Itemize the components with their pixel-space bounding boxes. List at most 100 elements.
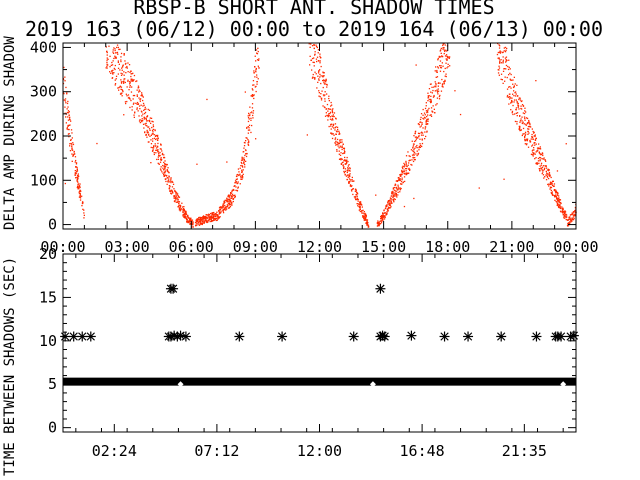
delta-amp-point <box>338 130 340 132</box>
delta-amp-point <box>524 119 526 121</box>
delta-amp-point <box>430 83 432 85</box>
delta-amp-point <box>510 73 512 76</box>
delta-amp-point <box>438 55 440 58</box>
delta-amp-point <box>362 216 364 218</box>
delta-amp-point <box>127 62 129 64</box>
delta-amp-point <box>555 192 557 194</box>
delta-amp-point <box>331 132 333 134</box>
delta-amp-point <box>383 212 385 214</box>
delta-amp-point <box>350 185 352 188</box>
delta-amp-point <box>329 116 332 118</box>
delta-amp-point <box>432 89 434 92</box>
delta-amp-point <box>243 160 245 162</box>
delta-amp-point <box>550 182 553 184</box>
delta-amp-point <box>426 118 428 121</box>
delta-amp-point <box>170 190 172 192</box>
delta-amp-point <box>252 114 254 117</box>
delta-amp-point <box>362 216 365 218</box>
delta-amp-point <box>391 196 394 198</box>
delta-amp-point <box>247 144 250 146</box>
delta-amp-point <box>150 143 153 145</box>
delta-amp-point <box>515 112 517 114</box>
delta-amp-point <box>323 83 326 85</box>
x-tick-label: 15:00 <box>361 238 406 256</box>
delta-amp-point <box>226 205 229 208</box>
delta-amp-point <box>418 132 420 135</box>
delta-amp-point <box>186 219 188 221</box>
delta-amp-point <box>156 135 158 137</box>
delta-amp-point <box>226 204 228 206</box>
delta-amp-point <box>390 200 392 202</box>
delta-amp-point <box>96 142 98 145</box>
delta-amp-point <box>328 95 330 97</box>
delta-amp-point <box>219 216 221 218</box>
delta-amp-point <box>78 188 80 190</box>
delta-amp-point <box>426 110 428 112</box>
delta-amp-point <box>325 81 327 83</box>
delta-amp-point <box>521 108 523 110</box>
delta-amp-point <box>548 183 550 185</box>
delta-amp-point <box>414 130 417 132</box>
delta-amp-point <box>558 197 560 199</box>
delta-amp-point <box>425 120 428 122</box>
delta-amp-point <box>412 147 414 149</box>
delta-amp-point <box>359 201 361 203</box>
delta-amp-point <box>114 83 117 85</box>
delta-amp-point <box>117 46 119 49</box>
delta-amp-point <box>417 153 419 156</box>
delta-amp-point <box>539 146 541 148</box>
delta-amp-point <box>150 134 152 136</box>
delta-amp-point <box>139 119 141 121</box>
delta-amp-point <box>512 83 514 85</box>
delta-amp-point <box>536 150 538 152</box>
delta-amp-point <box>441 84 444 86</box>
delta-amp-point <box>164 164 166 166</box>
delta-amp-point <box>497 69 499 71</box>
delta-amp-point <box>231 196 234 198</box>
delta-amp-point <box>403 176 406 178</box>
delta-amp-point <box>141 93 143 96</box>
delta-amp-point <box>516 100 518 103</box>
delta-amp-point <box>387 201 389 203</box>
delta-amp-point <box>531 150 533 152</box>
delta-amp-point <box>333 134 335 136</box>
delta-amp-point <box>209 215 211 217</box>
delta-amp-point <box>142 113 144 115</box>
delta-amp-point <box>545 165 547 167</box>
delta-amp-point <box>243 162 245 164</box>
delta-amp-point <box>226 208 228 210</box>
delta-amp-point <box>338 143 340 145</box>
delta-amp-point <box>529 123 531 126</box>
delta-amp-point <box>74 170 76 172</box>
delta-amp-point <box>144 123 146 125</box>
delta-amp-point <box>324 100 326 102</box>
delta-amp-point <box>139 121 141 124</box>
delta-amp-point <box>251 88 253 90</box>
delta-amp-point <box>518 108 520 110</box>
delta-amp-point <box>242 173 244 175</box>
delta-amp-point <box>164 170 166 172</box>
delta-amp-point <box>335 130 338 132</box>
shadow-interval-point <box>463 331 474 342</box>
delta-amp-point <box>326 83 328 86</box>
delta-amp-point <box>343 160 345 162</box>
delta-amp-point <box>312 61 314 63</box>
delta-amp-point <box>399 187 401 189</box>
delta-amp-point <box>542 154 544 157</box>
delta-amp-point <box>552 180 554 182</box>
delta-amp-point <box>440 90 443 92</box>
delta-amp-point <box>419 146 421 148</box>
delta-amp-point <box>66 108 68 110</box>
delta-amp-point <box>341 139 343 141</box>
delta-amp-point <box>505 59 507 61</box>
delta-amp-point <box>129 106 131 109</box>
delta-amp-point <box>405 163 407 165</box>
delta-amp-point <box>443 53 445 55</box>
delta-amp-point <box>352 193 354 196</box>
delta-amp-point <box>317 60 320 62</box>
delta-amp-point <box>561 209 564 211</box>
delta-amp-point <box>217 217 219 219</box>
delta-amp-point <box>412 157 414 159</box>
delta-amp-point <box>62 78 65 81</box>
delta-amp-point <box>243 162 245 165</box>
